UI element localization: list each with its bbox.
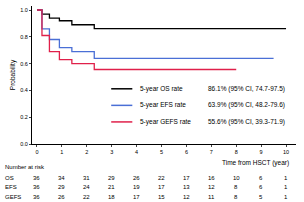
- svg-text:5-year EFS rate: 5-year EFS rate: [140, 101, 186, 109]
- svg-text:36: 36: [33, 194, 40, 200]
- svg-text:55.6% (95% CI, 39.3-71.9): 55.6% (95% CI, 39.3-71.9): [208, 118, 285, 126]
- svg-text:0.2: 0.2: [20, 114, 28, 120]
- svg-text:26: 26: [133, 175, 140, 181]
- svg-text:9: 9: [260, 149, 263, 155]
- svg-text:0: 0: [35, 149, 38, 155]
- svg-text:24: 24: [83, 184, 90, 190]
- svg-text:EFS: EFS: [5, 184, 17, 190]
- svg-text:16: 16: [208, 175, 215, 181]
- svg-text:17: 17: [183, 175, 190, 181]
- svg-text:GEFS: GEFS: [5, 194, 21, 200]
- svg-text:13: 13: [183, 184, 190, 190]
- svg-text:22: 22: [83, 194, 90, 200]
- svg-text:31: 31: [83, 175, 90, 181]
- svg-text:1.0: 1.0: [20, 7, 28, 13]
- svg-text:6: 6: [259, 184, 263, 190]
- svg-text:2: 2: [85, 149, 88, 155]
- svg-text:19: 19: [133, 184, 140, 190]
- svg-text:22: 22: [158, 175, 165, 181]
- svg-text:6: 6: [259, 175, 263, 181]
- svg-text:8: 8: [235, 149, 238, 155]
- svg-text:3: 3: [110, 149, 113, 155]
- svg-text:12: 12: [183, 194, 190, 200]
- svg-text:18: 18: [108, 194, 115, 200]
- svg-text:0.6: 0.6: [20, 61, 28, 67]
- svg-text:Number at risk: Number at risk: [5, 164, 45, 170]
- svg-text:5: 5: [160, 149, 163, 155]
- svg-text:4: 4: [135, 149, 138, 155]
- svg-text:8: 8: [234, 184, 238, 190]
- svg-text:10: 10: [233, 175, 240, 181]
- svg-text:17: 17: [158, 184, 165, 190]
- svg-text:Time from HSCT (year): Time from HSCT (year): [222, 159, 289, 167]
- svg-text:34: 34: [58, 175, 65, 181]
- svg-text:6: 6: [185, 149, 188, 155]
- svg-text:Probability: Probability: [9, 59, 17, 90]
- svg-text:36: 36: [33, 184, 40, 190]
- svg-text:0.0: 0.0: [20, 141, 28, 147]
- svg-text:21: 21: [108, 184, 115, 190]
- svg-text:7: 7: [210, 149, 213, 155]
- svg-text:12: 12: [208, 184, 215, 190]
- svg-text:36: 36: [33, 175, 40, 181]
- svg-text:17: 17: [133, 194, 140, 200]
- svg-text:29: 29: [58, 184, 65, 190]
- svg-text:5-year OS rate: 5-year OS rate: [140, 85, 183, 93]
- svg-text:OS: OS: [5, 175, 14, 181]
- svg-text:10: 10: [283, 149, 289, 155]
- svg-text:1: 1: [60, 149, 63, 155]
- svg-text:15: 15: [158, 194, 165, 200]
- svg-text:8: 8: [234, 194, 238, 200]
- svg-text:11: 11: [208, 194, 215, 200]
- svg-text:5-year GEFS rate: 5-year GEFS rate: [140, 118, 191, 126]
- svg-text:29: 29: [108, 175, 115, 181]
- svg-text:63.9% (95% CI, 48.2-79.6): 63.9% (95% CI, 48.2-79.6): [208, 101, 285, 109]
- svg-text:1: 1: [284, 184, 288, 190]
- svg-text:5: 5: [259, 194, 263, 200]
- svg-text:1: 1: [284, 175, 288, 181]
- svg-text:0.4: 0.4: [20, 87, 28, 93]
- svg-text:1: 1: [284, 194, 288, 200]
- svg-text:26: 26: [58, 194, 65, 200]
- svg-text:0.8: 0.8: [20, 34, 28, 40]
- svg-text:86.1% (95% CI, 74.7-97.5): 86.1% (95% CI, 74.7-97.5): [208, 85, 285, 93]
